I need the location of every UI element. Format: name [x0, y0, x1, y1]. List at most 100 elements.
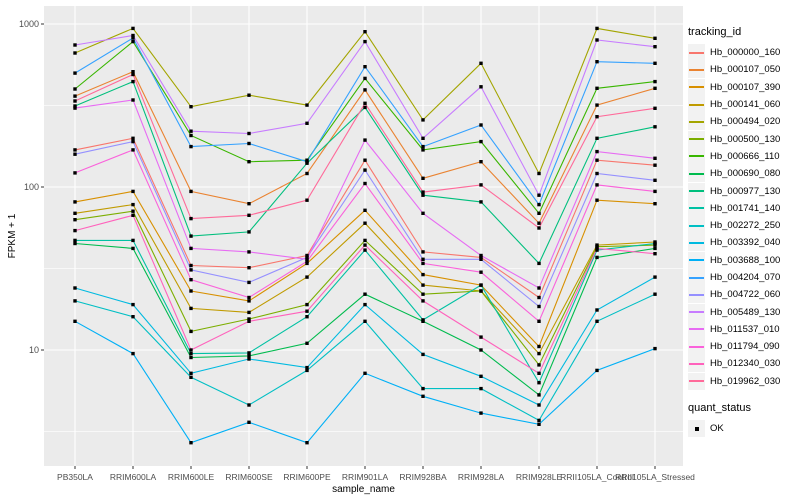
- data-point: [479, 374, 483, 378]
- legend-item-label: Hb_000141_060: [710, 99, 781, 111]
- legend-key: [688, 286, 705, 304]
- data-point: [189, 375, 193, 379]
- x-tick-label: RRII105LA_Stressed: [615, 472, 695, 482]
- data-point: [73, 241, 77, 246]
- data-point: [595, 26, 599, 31]
- data-point: [421, 292, 425, 296]
- data-point: [479, 411, 483, 415]
- legend-item-label: Hb_000107_050: [710, 64, 781, 76]
- data-point: [421, 190, 425, 194]
- legend-item: Hb_002272_250: [688, 217, 800, 235]
- data-point: [131, 202, 135, 207]
- data-point: [131, 72, 135, 77]
- data-point: [653, 292, 657, 296]
- legend-key: [688, 372, 705, 390]
- legend-item: Hb_011537_010: [688, 320, 800, 338]
- data-point: [595, 319, 599, 323]
- data-point: [363, 101, 367, 105]
- data-point: [653, 202, 657, 206]
- data-point: [247, 141, 251, 146]
- legend-item: Hb_000500_130: [688, 130, 800, 148]
- legend-key-line: [689, 68, 704, 71]
- data-point: [73, 71, 77, 75]
- legend-key-line: [689, 224, 704, 227]
- legend-key: [688, 269, 705, 286]
- data-point: [363, 168, 367, 172]
- data-point: [363, 221, 367, 225]
- legend-item: Hb_003392_040: [688, 234, 800, 252]
- data-point: [421, 283, 425, 287]
- data-point: [479, 253, 483, 258]
- data-point: [595, 255, 599, 260]
- data-point: [73, 152, 77, 156]
- data-point: [131, 26, 135, 31]
- data-point: [595, 158, 599, 162]
- data-point: [479, 255, 483, 260]
- legend-key-line: [689, 51, 704, 54]
- data-point: [131, 70, 135, 74]
- legend-title-quant-status: quant_status: [688, 401, 751, 414]
- data-point: [653, 241, 657, 246]
- data-point: [305, 253, 309, 258]
- data-point: [305, 171, 309, 176]
- data-point: [131, 302, 135, 307]
- legend-item: Hb_000107_390: [688, 78, 800, 96]
- x-tick-label: RRIM901LA: [342, 472, 389, 482]
- data-point: [247, 250, 251, 254]
- data-point: [247, 230, 251, 234]
- data-point: [131, 39, 135, 44]
- data-point: [305, 198, 309, 202]
- legend-key-line: [689, 345, 704, 348]
- legend-key: [688, 199, 705, 217]
- data-point: [131, 79, 135, 84]
- data-point: [653, 45, 657, 49]
- data-point: [73, 106, 77, 110]
- data-point: [653, 106, 657, 110]
- data-point: [131, 36, 135, 40]
- legend-item: Hb_000000_160: [688, 44, 800, 62]
- legend-key: [688, 338, 705, 356]
- x-tick-label: RRIM600SE: [225, 472, 273, 482]
- data-point: [595, 60, 599, 64]
- legend-item-label: Hb_004722_060: [710, 289, 781, 301]
- data-point: [305, 365, 309, 370]
- legend-item: Hb_003688_100: [688, 251, 800, 269]
- data-point: [653, 156, 657, 160]
- legend-key: [688, 130, 705, 148]
- point-square-icon: [694, 426, 699, 431]
- data-point: [421, 250, 425, 254]
- legend-item: Hb_005489_130: [688, 303, 800, 321]
- data-point: [537, 211, 541, 215]
- legend-key: [688, 78, 705, 96]
- data-point: [537, 393, 541, 397]
- plot-panel: [44, 6, 683, 466]
- legend-item: Hb_000107_050: [688, 61, 800, 79]
- data-point: [189, 234, 193, 238]
- data-point: [537, 261, 541, 266]
- legend-item: Hb_000977_130: [688, 182, 800, 200]
- data-point: [421, 261, 425, 266]
- data-point: [305, 255, 309, 260]
- data-point: [479, 335, 483, 339]
- data-point: [247, 357, 251, 361]
- data-point: [131, 189, 135, 194]
- legend-key-line: [689, 380, 704, 383]
- legend-key: [688, 165, 705, 183]
- legend-items: Hb_000000_160 Hb_000107_050 Hb_000107_390 H…: [688, 44, 800, 390]
- data-point: [595, 246, 599, 251]
- data-point: [537, 344, 541, 349]
- data-point: [653, 189, 657, 194]
- data-point: [363, 319, 367, 323]
- data-point: [479, 85, 483, 89]
- data-point: [653, 163, 657, 167]
- data-point: [479, 123, 483, 127]
- legend-key-line: [689, 86, 704, 89]
- legend-item-label: Hb_000690_080: [710, 168, 781, 180]
- legend-item: Hb_001741_140: [688, 199, 800, 217]
- legend-item: Hb_004204_070: [688, 269, 800, 286]
- legend-key: [688, 182, 705, 200]
- data-point: [363, 138, 367, 142]
- data-point: [653, 79, 657, 84]
- data-point: [305, 257, 309, 261]
- x-tick-label: RRIM600LE: [168, 472, 215, 482]
